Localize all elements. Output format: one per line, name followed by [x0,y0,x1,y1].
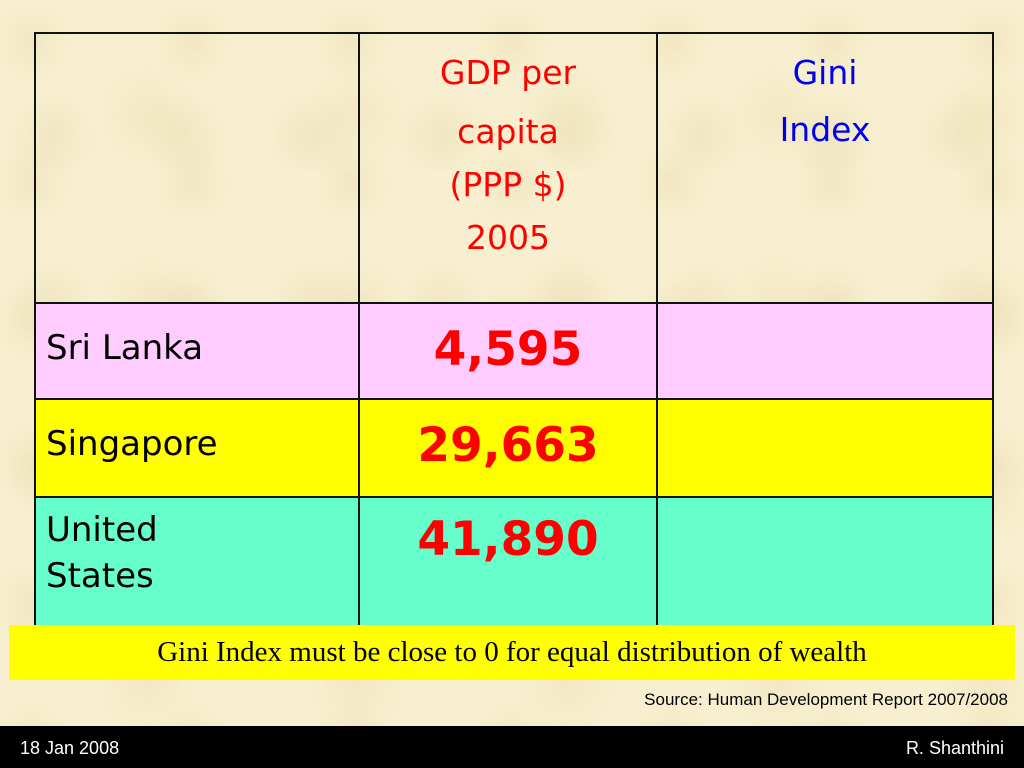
footer-author: R. Shanthini [905,738,1004,758]
header-gini-line: Index [779,110,871,149]
gdp-value-cell: 4,595 [358,302,658,400]
country-cell: Sri Lanka [34,302,360,400]
gini-value-cell [656,496,994,632]
gdp-gini-table: GDP per capita (PPP $) 2005 Gini Index S… [34,32,994,632]
header-gini-line: Gini [792,53,858,92]
table-row: United States 41,890 [34,496,994,632]
data-table-container: GDP per capita (PPP $) 2005 Gini Index S… [34,32,994,632]
country-name-line: States [46,555,154,596]
gdp-value-cell: 41,890 [358,496,658,632]
gdp-value-cell: 29,663 [358,398,658,498]
slide-footer: 18 Jan 2008 R. Shanthini [0,726,1024,768]
header-gdp-line: 2005 [466,218,550,257]
source-citation: Source: Human Development Report 2007/20… [644,690,1008,709]
country-cell: Singapore [34,398,360,498]
header-corner-cell [34,32,360,304]
table-header-row: GDP per capita (PPP $) 2005 Gini Index [34,32,994,304]
country-cell: United States [34,496,360,632]
table-row: Sri Lanka 4,595 [34,302,994,400]
gini-note-banner: Gini Index must be close to 0 for equal … [9,625,1015,680]
gini-value-cell [656,398,994,498]
gini-value-cell [656,302,994,400]
header-gdp-line: (PPP $) [449,165,567,204]
footer-date: 18 Jan 2008 [20,738,120,758]
country-name-line: United [46,510,158,550]
header-gini-cell: Gini Index [656,32,994,304]
header-gdp-line: GDP per [439,53,577,92]
header-gdp-cell: GDP per capita (PPP $) 2005 [358,32,658,304]
table-row: Singapore 29,663 [34,398,994,498]
header-gdp-line: capita [457,112,559,151]
country-name: Singapore [46,424,218,464]
country-name: Sri Lanka [46,328,204,368]
